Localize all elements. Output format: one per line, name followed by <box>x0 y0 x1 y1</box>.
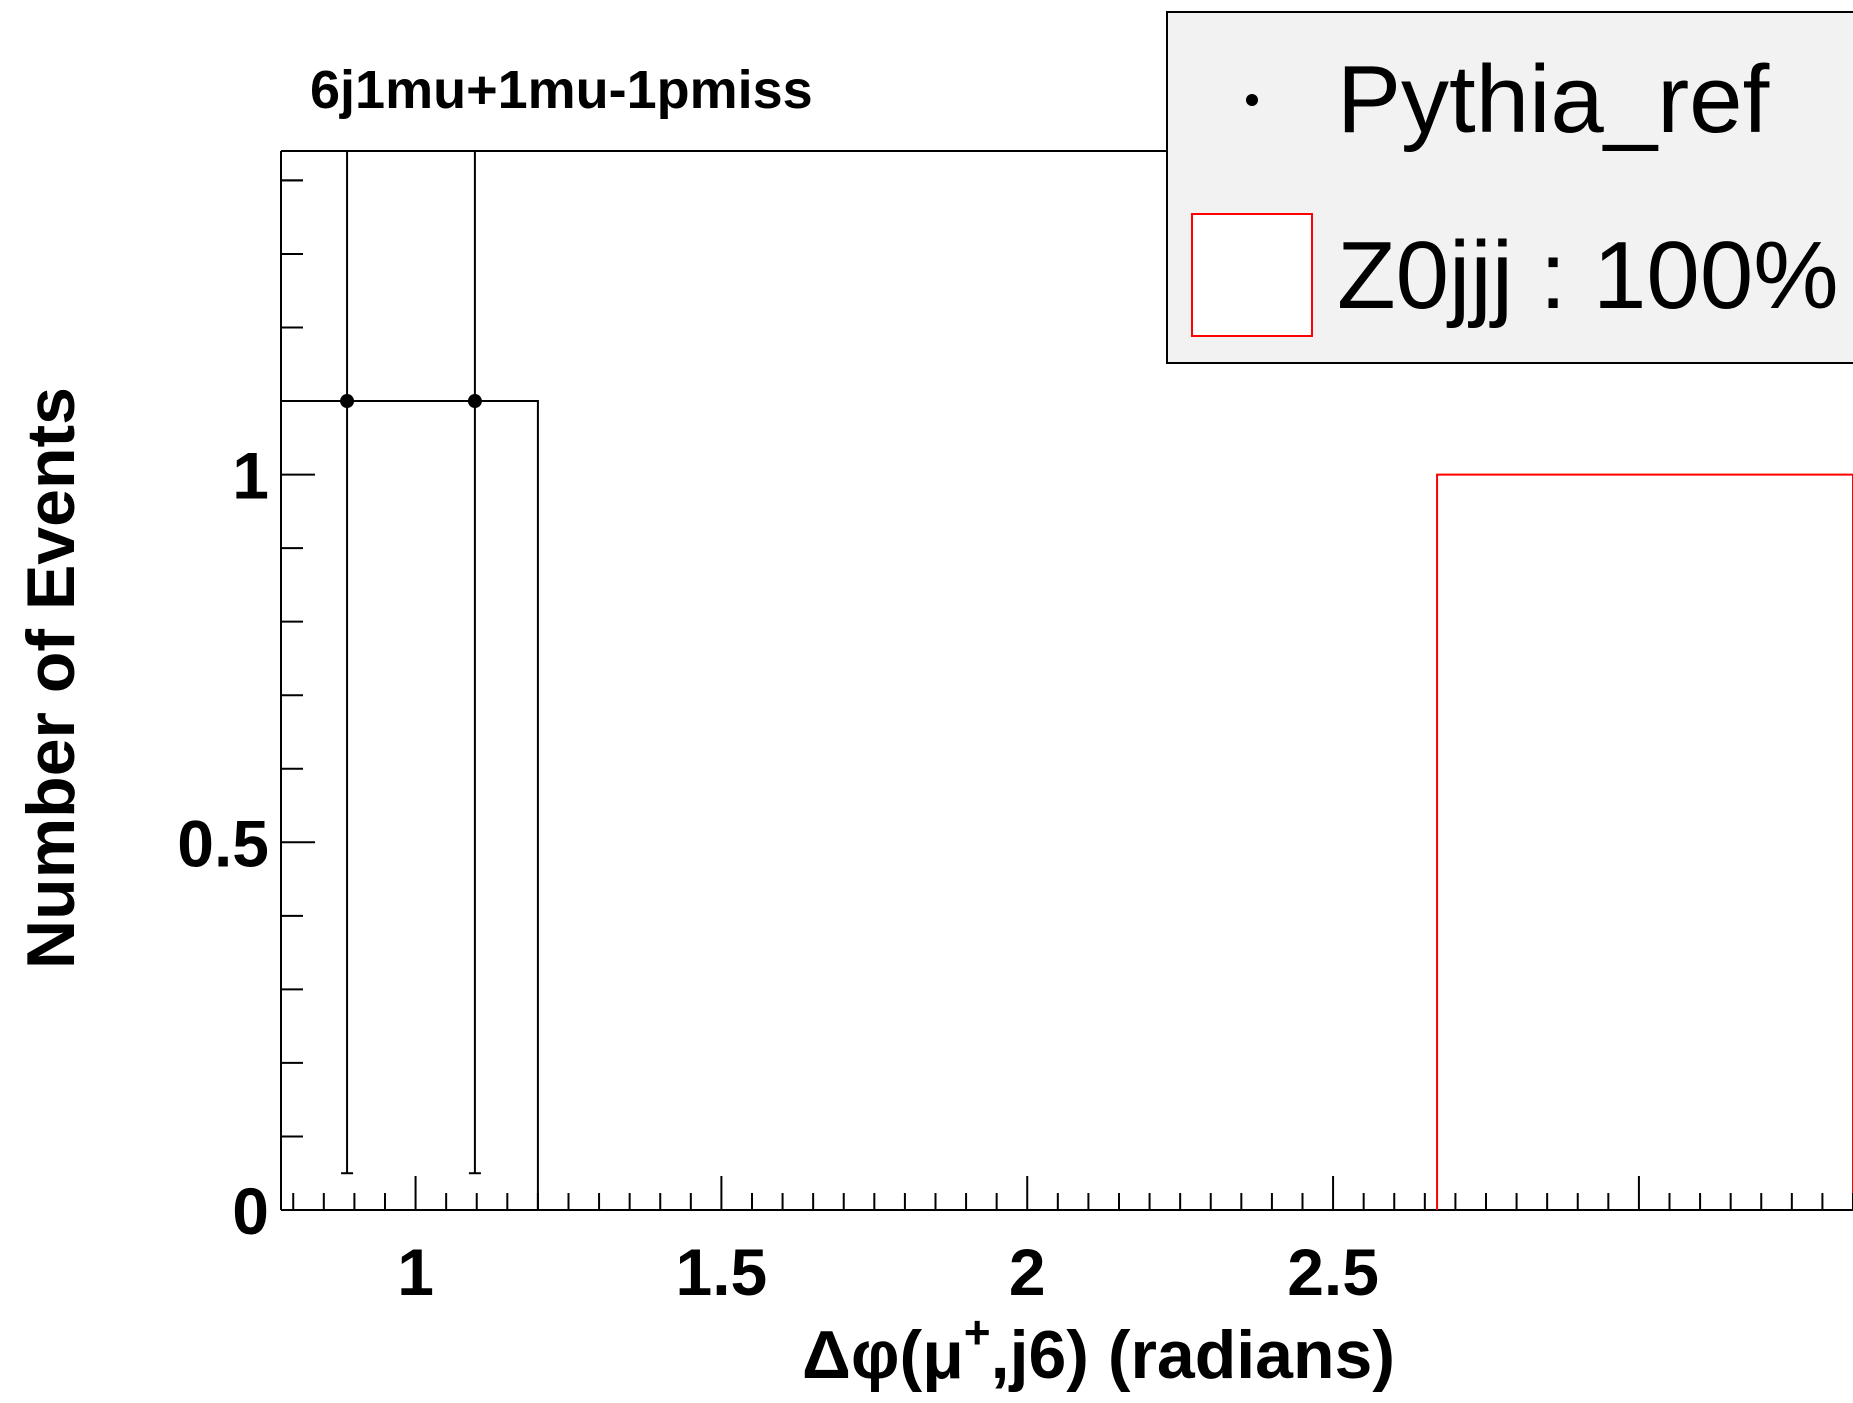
x-axis-title: Δφ(μ+,j6) (radians) <box>802 1306 1395 1393</box>
x-axis: 1 1.5 2 2.5 <box>292 1176 1853 1309</box>
x-axis-title-suffix: ,j6) (radians) <box>991 1317 1395 1393</box>
y-axis-title: Number of Events <box>13 387 89 969</box>
legend-marker-z0jjj <box>1191 213 1313 337</box>
x-tick-label-0: 1 <box>397 1235 434 1309</box>
series-layer <box>280 151 1853 1210</box>
legend-label-z0jjj: Z0jjj : 100% <box>1337 222 1839 329</box>
histogram-bin-1-0 <box>280 400 539 1210</box>
legend: Pythia_ref Z0jjj : 100% <box>1166 11 1853 364</box>
chart-title: 6j1mu+1mu-1pmiss <box>310 60 813 120</box>
legend-marker-pythia <box>1246 94 1258 106</box>
legend-label-pythia: Pythia_ref <box>1337 46 1770 153</box>
y-tick-label-0: 0 <box>232 1174 269 1248</box>
y-axis: 00.51 <box>177 179 315 1248</box>
x-axis-title-prefix: Δφ(μ <box>802 1317 964 1393</box>
x-tick-label-2: 2 <box>1009 1235 1046 1309</box>
x-tick-label-3: 2.5 <box>1287 1235 1379 1309</box>
x-tick-label-1: 1.5 <box>676 1235 768 1309</box>
y-tick-label-2: 1 <box>232 439 269 513</box>
histogram-bin-2-0 <box>1436 473 1853 1210</box>
y-tick-label-1: 0.5 <box>177 806 269 880</box>
x-axis-title-superscript: + <box>964 1306 991 1358</box>
